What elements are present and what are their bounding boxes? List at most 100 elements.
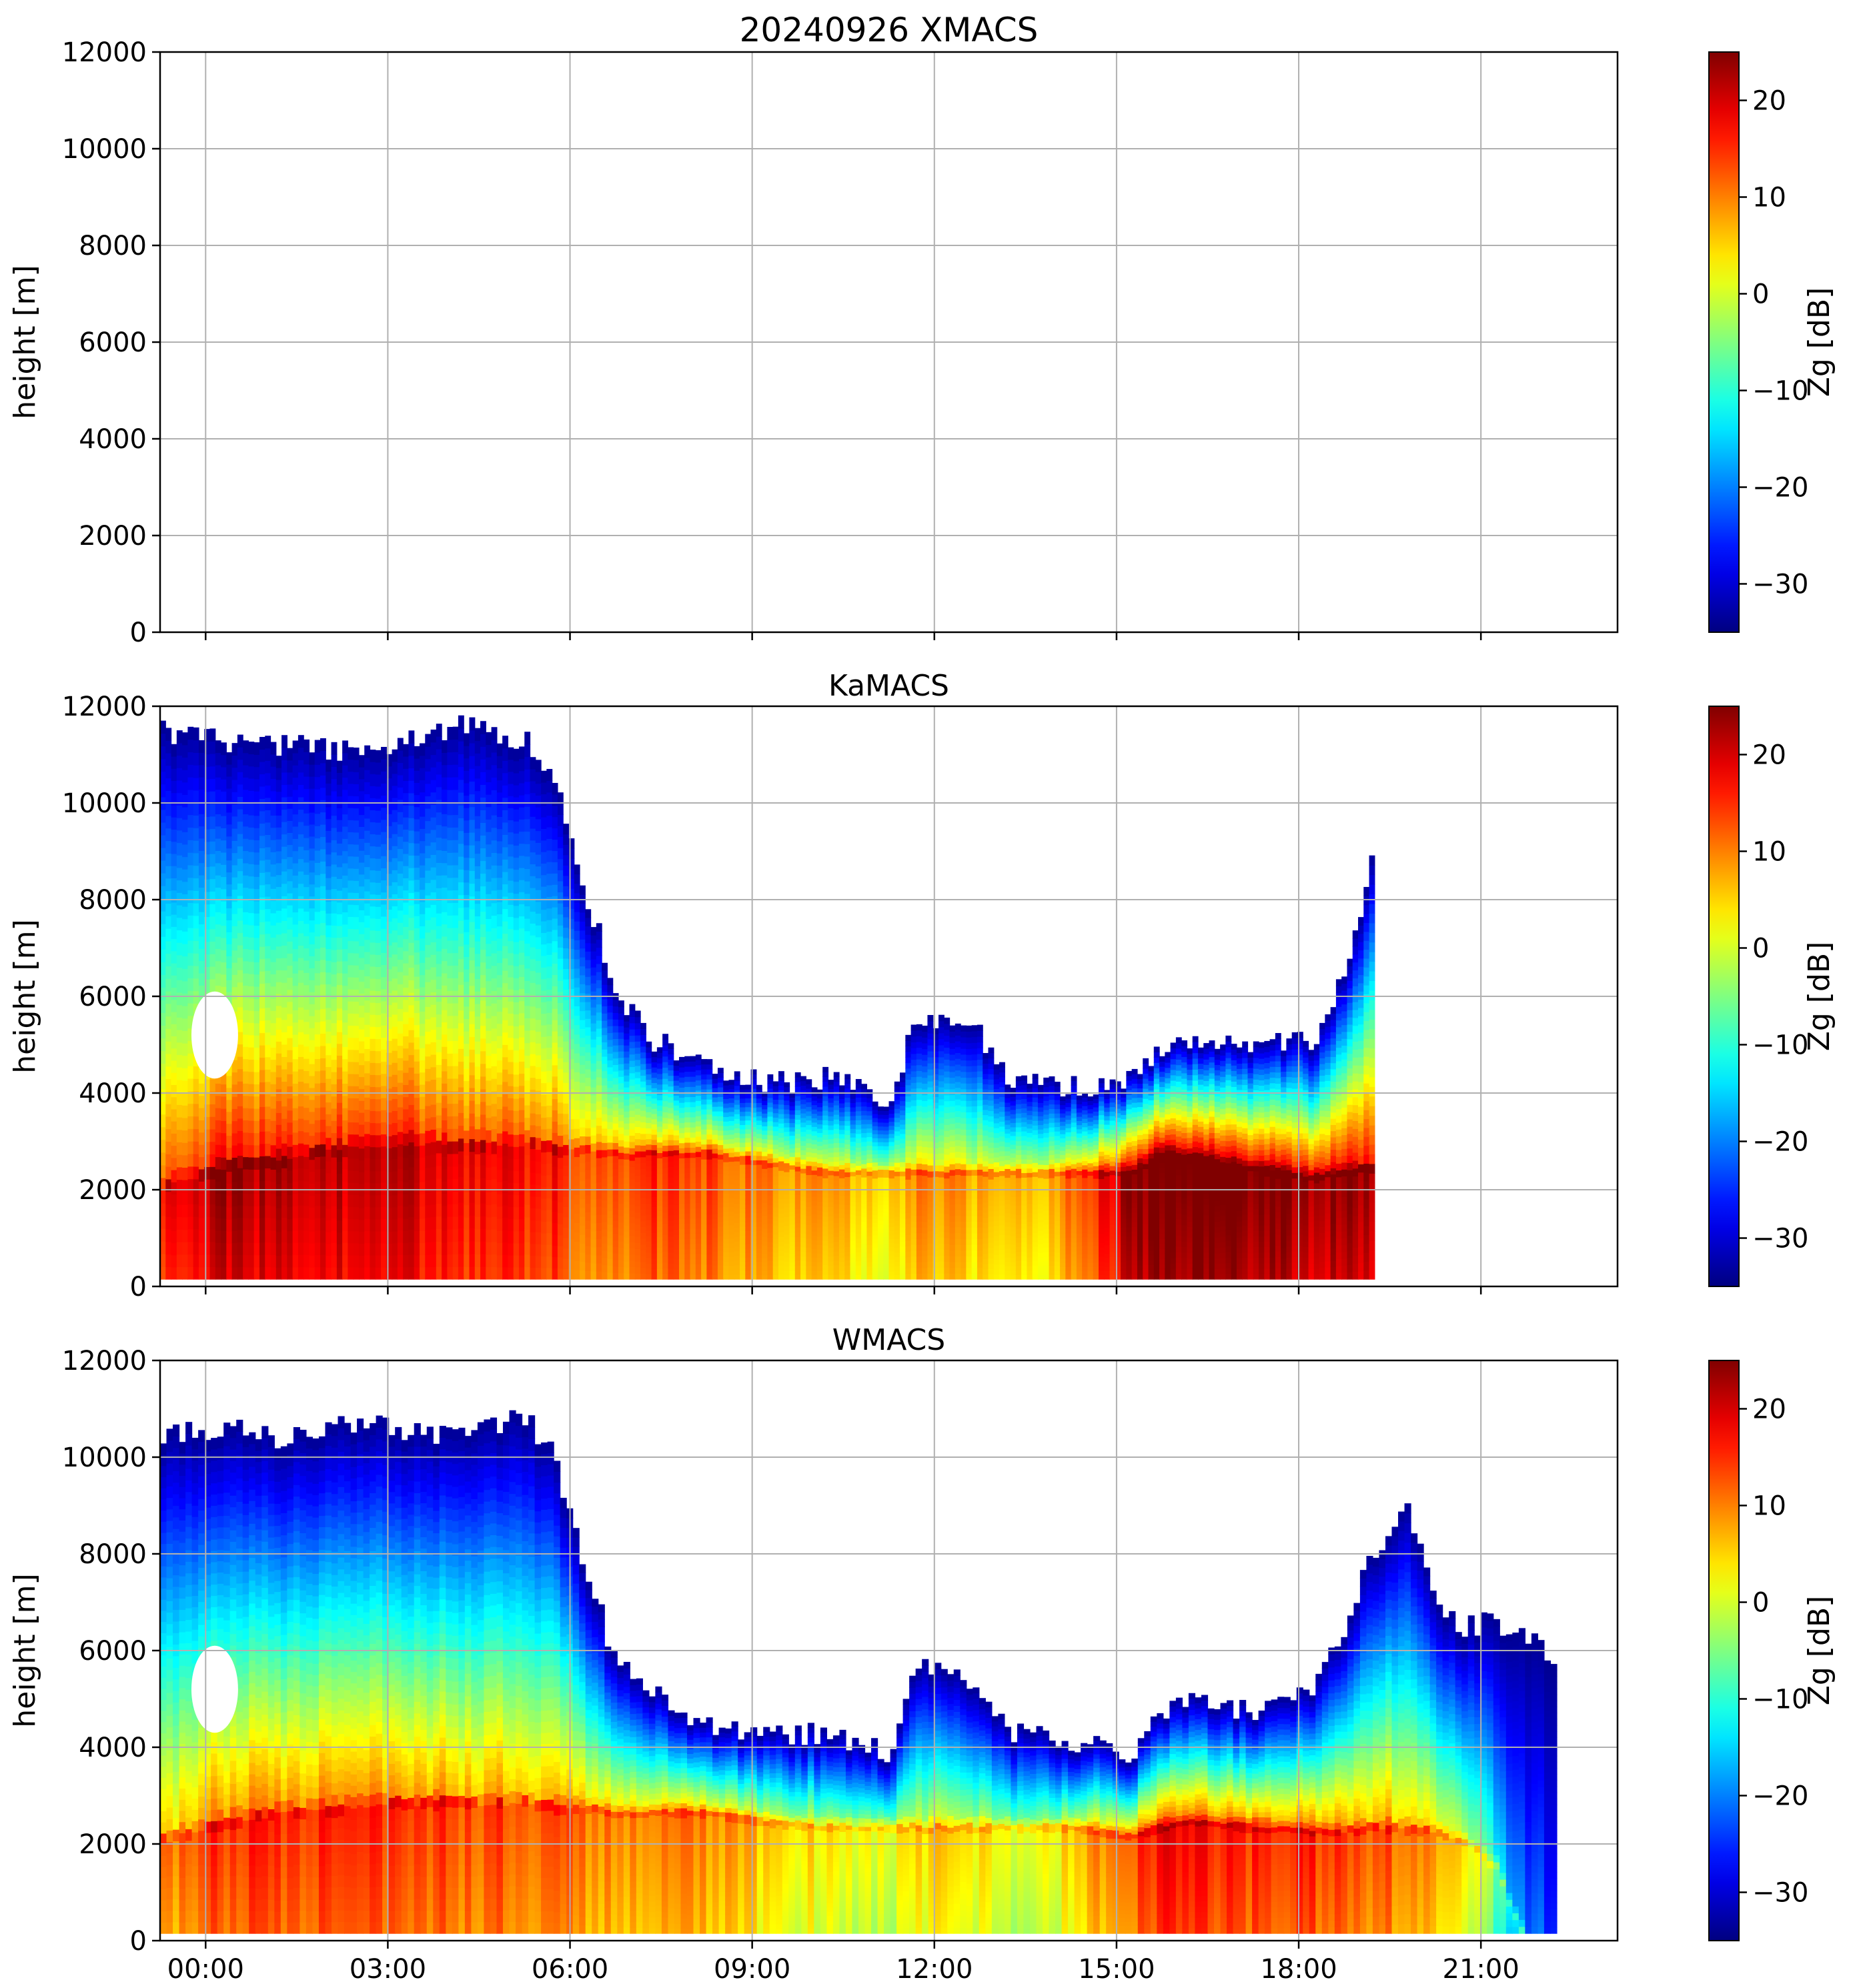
heatmap-cell <box>348 952 354 966</box>
heatmap-cell <box>353 1206 360 1220</box>
heatmap-cell <box>204 1129 211 1142</box>
heatmap-cell <box>723 1094 730 1099</box>
heatmap-cell <box>414 1012 420 1026</box>
heatmap-cell <box>452 764 459 778</box>
heatmap-cell <box>563 1165 570 1176</box>
heatmap-cell <box>287 1242 293 1256</box>
heatmap-cell <box>370 954 376 967</box>
heatmap-cell <box>430 854 437 868</box>
heatmap-cell <box>607 1032 614 1040</box>
heatmap-cell <box>518 1085 525 1098</box>
heatmap-cell <box>546 1012 553 1025</box>
heatmap-cell <box>618 1222 624 1229</box>
heatmap-cell <box>602 1264 608 1272</box>
heatmap-cell <box>381 856 387 868</box>
heatmap-cell <box>740 1226 746 1231</box>
heatmap-cell <box>287 1194 293 1208</box>
heatmap-cell <box>662 1106 669 1112</box>
heatmap-cell <box>237 994 243 1008</box>
heatmap-cell <box>524 881 531 894</box>
heatmap-cell <box>541 817 547 829</box>
heatmap-cell <box>740 1106 746 1112</box>
heatmap-cell <box>275 958 282 970</box>
heatmap-cell <box>474 853 481 866</box>
heatmap-cell <box>734 1189 740 1195</box>
heatmap-cell <box>287 772 293 785</box>
heatmap-cell <box>750 1083 757 1089</box>
heatmap-cell <box>750 1136 757 1142</box>
heatmap-cell <box>297 1081 304 1094</box>
heatmap-cell <box>358 969 365 982</box>
heatmap-cell <box>717 1226 724 1232</box>
heatmap-cell <box>430 1004 437 1018</box>
heatmap-cell <box>590 943 597 952</box>
heatmap-cell <box>585 1170 592 1179</box>
heatmap-cell <box>221 840 227 853</box>
heatmap-cell <box>414 1073 420 1086</box>
heatmap-cell <box>231 1060 238 1073</box>
heatmap-cell <box>176 742 183 756</box>
heatmap-cell <box>596 1068 602 1078</box>
heatmap-cell <box>221 1254 227 1268</box>
heatmap-cell <box>364 1036 371 1050</box>
heatmap-cell <box>778 1250 784 1256</box>
heatmap-cell <box>253 852 260 865</box>
heatmap-cell <box>585 968 592 977</box>
heatmap-cell <box>275 862 282 876</box>
heatmap-cell <box>442 752 448 766</box>
heatmap-cell <box>728 1224 735 1230</box>
heatmap-cell <box>728 1116 735 1121</box>
heatmap-cell <box>314 1242 321 1255</box>
heatmap-cell <box>607 1210 614 1218</box>
heatmap-cell <box>640 1192 646 1198</box>
heatmap-cell <box>215 912 221 925</box>
heatmap-cell <box>303 984 310 998</box>
heatmap-cell <box>546 838 553 851</box>
heatmap-cell <box>491 777 498 790</box>
heatmap-cell <box>420 1023 426 1036</box>
heatmap-cell <box>717 1221 724 1227</box>
heatmap-cell <box>204 1179 211 1192</box>
heatmap-cell <box>518 1037 525 1050</box>
heatmap-cell <box>695 1274 702 1280</box>
heatmap-cell <box>253 937 260 950</box>
heatmap-cell <box>452 1015 459 1029</box>
heatmap-cell <box>723 1144 730 1149</box>
heatmap-cell <box>370 1242 376 1256</box>
heatmap-cell <box>612 1175 619 1182</box>
heatmap-cell <box>353 772 360 784</box>
heatmap-cell <box>508 1182 514 1195</box>
heatmap-cell <box>275 1243 282 1256</box>
heatmap-cell <box>486 931 492 944</box>
heatmap-cell <box>171 987 177 1000</box>
heatmap-cell <box>297 846 304 860</box>
heatmap-cell <box>331 1206 338 1219</box>
heatmap-cell <box>165 978 172 992</box>
heatmap-cell <box>618 1241 624 1248</box>
heatmap-cell <box>624 1045 630 1052</box>
heatmap-cell <box>364 1048 371 1062</box>
heatmap-cell <box>518 1182 525 1195</box>
heatmap-cell <box>750 1198 757 1204</box>
heatmap-cell <box>695 1116 702 1122</box>
heatmap-cell <box>684 1066 691 1072</box>
heatmap-cell <box>209 966 216 980</box>
heatmap-cell <box>386 1255 393 1268</box>
heatmap-cell <box>563 1186 570 1197</box>
heatmap-cell <box>624 1261 630 1268</box>
heatmap-cell <box>596 1036 602 1045</box>
heatmap-cell <box>612 1220 619 1228</box>
heatmap-cell <box>740 1195 746 1200</box>
heatmap-cell <box>430 867 437 880</box>
heatmap-cell <box>342 1022 349 1035</box>
heatmap-cell <box>756 1186 762 1192</box>
heatmap-cell <box>425 1266 432 1280</box>
heatmap-cell <box>270 900 277 914</box>
heatmap-cell <box>353 1049 360 1062</box>
heatmap-cell <box>231 1157 238 1170</box>
heatmap-cell <box>496 828 503 842</box>
heatmap-cell <box>734 1232 740 1237</box>
heatmap-cell <box>530 1113 536 1126</box>
heatmap-cell <box>585 1136 592 1145</box>
heatmap-cell <box>231 1132 238 1146</box>
